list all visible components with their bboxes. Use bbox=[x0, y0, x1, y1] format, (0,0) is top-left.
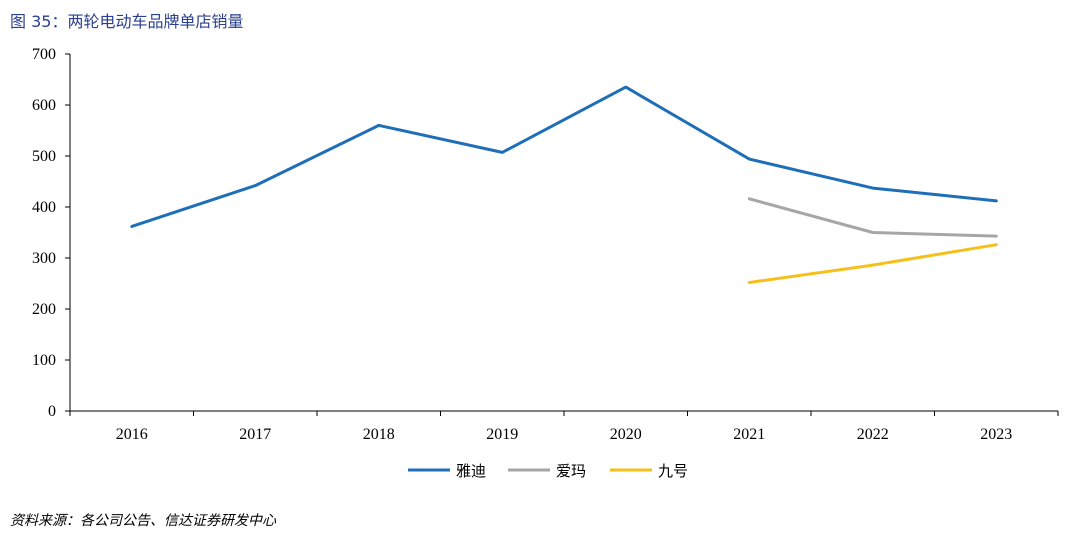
x-tick-label: 2021 bbox=[733, 426, 765, 443]
x-tick-label: 2020 bbox=[610, 426, 642, 443]
legend: 雅迪 爱玛 九号 bbox=[408, 462, 688, 480]
x-axis: 2016 2017 2018 2019 2020 2021 2022 2023 bbox=[69, 410, 1059, 443]
y-tick-label: 600 bbox=[32, 97, 56, 114]
y-tick-label: 400 bbox=[32, 199, 56, 216]
y-axis: 0 100 200 300 400 500 600 700 bbox=[32, 46, 71, 420]
x-tick-label: 2019 bbox=[486, 426, 518, 443]
series-line-3 bbox=[747, 243, 998, 284]
y-tick-label: 100 bbox=[32, 352, 56, 369]
legend-label: 九号 bbox=[658, 462, 688, 480]
y-tick-label: 500 bbox=[32, 148, 56, 165]
x-tick-label: 2023 bbox=[980, 426, 1012, 443]
series-line-1 bbox=[130, 85, 998, 228]
series-line-2 bbox=[747, 197, 998, 238]
y-tick-label: 300 bbox=[32, 250, 56, 267]
legend-label: 雅迪 bbox=[456, 462, 486, 480]
figure-title: 图 35：两轮电动车品牌单店销量 bbox=[10, 12, 244, 31]
legend-label: 爱玛 bbox=[556, 462, 586, 480]
y-tick-label: 700 bbox=[32, 46, 56, 63]
y-tick-label: 200 bbox=[32, 301, 56, 318]
x-tick-label: 2016 bbox=[116, 426, 148, 443]
x-tick-label: 2017 bbox=[239, 426, 271, 443]
source-note: 资料来源：各公司公告、信达证券研发中心 bbox=[10, 513, 276, 529]
x-tick-label: 2022 bbox=[857, 426, 889, 443]
x-tick-label: 2018 bbox=[363, 426, 395, 443]
series-layer bbox=[130, 85, 998, 284]
y-tick-label: 0 bbox=[48, 403, 56, 420]
